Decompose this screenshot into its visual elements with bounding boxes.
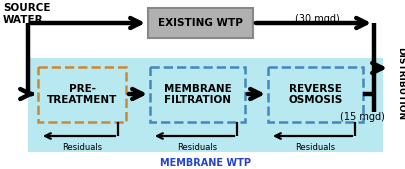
Text: (15 mgd): (15 mgd)	[340, 112, 385, 122]
FancyBboxPatch shape	[150, 67, 245, 122]
Text: Residuals: Residuals	[295, 143, 336, 152]
Text: (30 mgd): (30 mgd)	[295, 14, 340, 24]
Bar	[28, 58, 383, 152]
Text: Residuals: Residuals	[62, 143, 102, 152]
Text: DISTRIBUTION: DISTRIBUTION	[396, 47, 405, 120]
Text: MEMBRANE
FILTRATION: MEMBRANE FILTRATION	[164, 84, 231, 105]
Text: EXISTING WTP: EXISTING WTP	[158, 18, 243, 28]
Text: MEMBRANE WTP: MEMBRANE WTP	[160, 158, 251, 168]
FancyBboxPatch shape	[148, 8, 253, 38]
Text: REVERSE
OSMOSIS: REVERSE OSMOSIS	[288, 84, 343, 105]
Text: PRE-
TREATMENT: PRE- TREATMENT	[47, 84, 117, 105]
FancyBboxPatch shape	[38, 67, 126, 122]
FancyBboxPatch shape	[268, 67, 363, 122]
Text: Residuals: Residuals	[177, 143, 217, 152]
Text: SOURCE
WATER: SOURCE WATER	[3, 3, 51, 25]
